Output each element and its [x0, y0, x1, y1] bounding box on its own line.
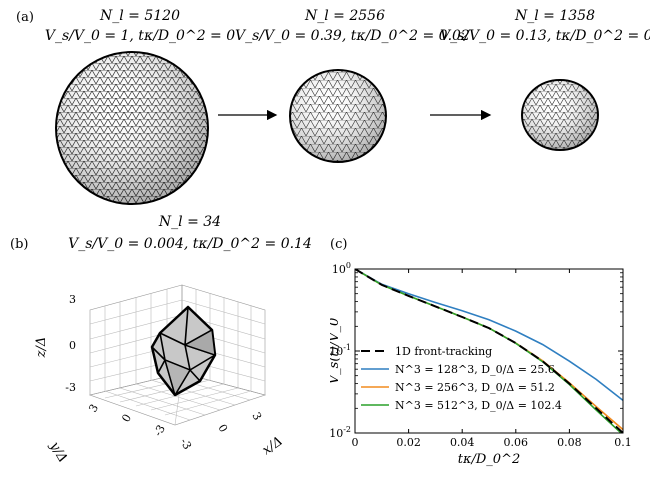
panel-b-label: (b) — [10, 237, 29, 252]
y-tick-neg3: -3 — [151, 423, 168, 439]
x-tick-label: 0.04 — [450, 436, 475, 449]
sphere-1-nl: N_l = 5120 — [100, 8, 180, 24]
x-tick-label: 0.08 — [557, 436, 582, 449]
sphere-3-ratios: V_s/V_0 = 0.13, tκ/D_0^2 = 0.06 — [440, 28, 650, 44]
sphere-2-mesh — [289, 69, 387, 163]
panel-a-figure — [55, 51, 599, 205]
z-tick-3: 3 — [69, 293, 76, 306]
legend-label: N^3 = 128^3, D_0/Δ = 25.6 — [395, 363, 555, 376]
panel-b-ratios: V_s/V_0 = 0.004, tκ/D_0^2 = 0.14 — [68, 236, 312, 252]
panel-c-label: (c) — [330, 237, 348, 252]
y-tick-label: 100 — [332, 261, 351, 276]
y-tick-label: 10-2 — [330, 425, 351, 440]
y-tick-0: 0 — [119, 412, 134, 425]
panel-a-label: (a) — [16, 10, 34, 25]
chart-legend: 1D front-tracking N^3 = 128^3, D_0/Δ = 25… — [361, 345, 562, 412]
panel-b-nl: N_l = 34 — [158, 214, 222, 230]
series-line-1 — [355, 269, 623, 402]
y-tick-label: 10-1 — [330, 343, 351, 358]
x-tick-label: 0.02 — [396, 436, 421, 449]
x-tick-label: 0.06 — [504, 436, 529, 449]
legend-label: N^3 = 256^3, D_0/Δ = 51.2 — [395, 381, 555, 394]
z-tick-0: 0 — [69, 339, 76, 352]
x-tick-0: 0 — [215, 422, 230, 435]
x-axis-label: x/Δ — [260, 434, 286, 458]
y-axis-label: y/Δ — [46, 439, 70, 466]
x-tick-label: 0 — [352, 436, 359, 449]
sphere-1-mesh — [55, 51, 209, 205]
z-tick-neg3: -3 — [65, 381, 76, 394]
sphere-2-nl: N_l = 2556 — [305, 8, 385, 24]
legend-label: 1D front-tracking — [395, 345, 492, 358]
chart-ticks: 0 0.02 0.04 0.06 0.08 0.1 100 10-1 10-2 — [330, 261, 632, 449]
polyhedron — [150, 305, 217, 397]
chart-series — [355, 269, 623, 433]
series-line-0 — [355, 269, 623, 433]
x-tick-3: 3 — [249, 410, 264, 423]
box-grid — [88, 284, 267, 426]
y-tick-3: 3 — [86, 402, 101, 415]
x-tick-label: 0.1 — [614, 436, 632, 449]
sphere-2-ratios: V_s/V_0 = 0.39, tκ/D_0^2 = 0.02 — [235, 28, 470, 44]
panel-b-figure: 3 0 -3 z/Δ 3 0 -3 y/Δ -3 0 3 x/Δ — [34, 284, 286, 466]
y-axis-title: V_s(t)/V_0 — [330, 318, 342, 384]
panel-c-chart: 0 0.02 0.04 0.06 0.08 0.1 100 10-1 10-2 V_s(t)/V… — [330, 261, 632, 467]
sphere-3-mesh — [521, 79, 599, 151]
legend-label: N^3 = 512^3, D_0/Δ = 102.4 — [395, 399, 562, 412]
x-axis-title: tκ/D_0^2 — [458, 452, 521, 467]
sphere-3-nl: N_l = 1358 — [515, 8, 595, 24]
z-axis-label: z/Δ — [34, 337, 49, 359]
x-tick-neg3: -3 — [177, 436, 194, 452]
sphere-1-ratios: V_s/V_0 = 1, tκ/D_0^2 = 0 — [44, 28, 236, 44]
